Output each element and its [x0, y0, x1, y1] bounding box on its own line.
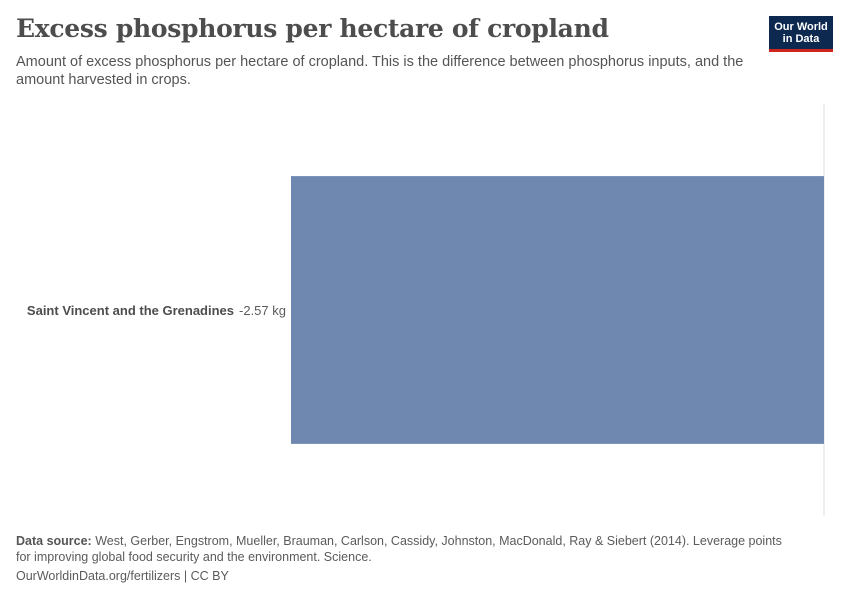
source-link[interactable]: OurWorldinData.org/fertilizers [16, 569, 181, 583]
chart-title: Excess phosphorus per hectare of croplan… [16, 14, 609, 43]
bar-value-label: -2.57 kg [239, 303, 286, 318]
data-source-text: West, Gerber, Engstrom, Mueller, Brauman… [16, 534, 782, 564]
chart-subtitle: Amount of excess phosphorus per hectare … [16, 54, 744, 88]
logo-line-2: in Data [782, 33, 820, 45]
logo-line-1: Our World [774, 21, 828, 33]
data-source-label: Data source: [16, 534, 92, 548]
bar[interactable] [291, 176, 824, 444]
footer-link-row: OurWorldinData.org/fertilizers | CC BY [16, 569, 229, 583]
data-source: Data source: West, Gerber, Engstrom, Mue… [16, 533, 796, 565]
license-text: | CC BY [183, 569, 229, 583]
owid-logo[interactable]: Our World in Data [769, 16, 833, 52]
category-label: Saint Vincent and the Grenadines [27, 303, 234, 318]
